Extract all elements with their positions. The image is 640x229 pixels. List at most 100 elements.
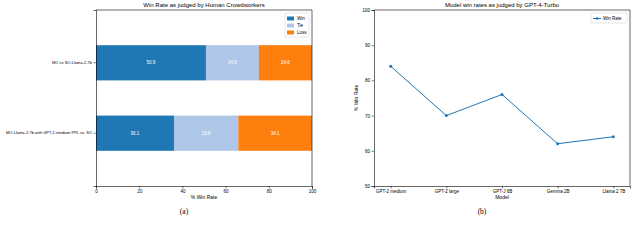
point bbox=[612, 135, 615, 138]
legend: WinTieLoss bbox=[285, 13, 309, 37]
tick-mark bbox=[391, 186, 392, 189]
tick-mark bbox=[613, 186, 614, 189]
tick-label: 40 bbox=[180, 189, 186, 194]
x-axis-title: % Win Rate bbox=[191, 194, 218, 200]
tick-label: Gemma 2B bbox=[547, 189, 570, 194]
x-axis: 0 20 40 60 80 100 bbox=[95, 186, 317, 194]
tick-label: 60 bbox=[224, 189, 230, 194]
legend-swatch bbox=[287, 24, 294, 28]
tick-mark bbox=[182, 186, 183, 189]
tick: MO vs SO-Llama-2-7b bbox=[52, 60, 96, 65]
tick: Llama 2 7B bbox=[602, 186, 625, 194]
tick: Gemma 2B bbox=[547, 186, 570, 194]
legend-marker bbox=[596, 17, 599, 20]
chart-b: GPT-2 medium GPT-2 large GPT-J 6B Gemma 2B L… bbox=[353, 2, 631, 216]
tick-mark bbox=[372, 186, 375, 187]
tick: MO-Llama-2-7b with GPT-2-medium PPL vs. … bbox=[6, 130, 96, 135]
data-label: 36.1 bbox=[131, 131, 140, 136]
tick-mark bbox=[372, 45, 375, 46]
tick-mark bbox=[446, 186, 447, 189]
legend-box bbox=[591, 13, 627, 23]
legend: Win Rate bbox=[591, 13, 627, 23]
axis-line bbox=[375, 187, 631, 189]
bars bbox=[96, 45, 312, 151]
bar bbox=[174, 116, 238, 151]
tick-mark bbox=[372, 10, 375, 11]
tick-mark bbox=[372, 116, 375, 117]
data-label: 50.9 bbox=[147, 60, 156, 65]
tick-label: GPT-2 large bbox=[435, 189, 460, 194]
tick-mark bbox=[558, 186, 559, 189]
x-axis: GPT-2 medium GPT-2 large GPT-J 6B Gemma 2B L… bbox=[375, 186, 631, 194]
data-labels: 50.924.524.636.129.834.1 bbox=[131, 60, 291, 135]
tick-mark bbox=[139, 186, 140, 189]
panel-label: (a) bbox=[180, 207, 189, 216]
point bbox=[501, 93, 504, 96]
point bbox=[445, 114, 448, 117]
tick: GPT-J 6B bbox=[493, 186, 513, 194]
panel-label: (b) bbox=[478, 207, 487, 216]
tick: 20 bbox=[137, 186, 143, 194]
tick: GPT-2 medium bbox=[376, 186, 407, 194]
tick-label: 80 bbox=[267, 189, 273, 194]
legend-label: Loss bbox=[297, 30, 307, 35]
line bbox=[391, 66, 614, 143]
bar bbox=[96, 45, 206, 80]
y-axis-title: % Win Rate bbox=[353, 85, 359, 112]
tick: 80 bbox=[267, 186, 273, 194]
tick-mark bbox=[269, 186, 270, 189]
bar bbox=[206, 45, 259, 80]
axis-line bbox=[97, 187, 313, 189]
figure: 50.924.524.636.129.834.1020406080100MO v… bbox=[0, 0, 640, 229]
data-label: 29.8 bbox=[202, 131, 211, 136]
legend-swatch bbox=[287, 31, 294, 35]
x-axis-title: Model bbox=[495, 194, 509, 200]
chart-title: Win Rate as judged by Human Crowdworkers bbox=[143, 2, 264, 8]
tick: 40 bbox=[180, 186, 186, 194]
tick-label: MO-Llama-2-7b with GPT-2-medium PPL vs. … bbox=[6, 130, 92, 135]
chart-title: Model win rates as judged by GPT-4-Turbo bbox=[445, 2, 560, 8]
tick-label: 100 bbox=[362, 8, 370, 13]
tick-label: 0 bbox=[95, 189, 98, 194]
tick: 0 bbox=[95, 186, 98, 194]
point bbox=[556, 142, 559, 145]
data-label: 24.6 bbox=[281, 60, 290, 65]
tick-mark bbox=[94, 62, 97, 63]
legend-swatch bbox=[287, 17, 294, 21]
point bbox=[389, 65, 392, 68]
tick: GPT-2 large bbox=[435, 186, 460, 194]
tick: 50 bbox=[365, 184, 374, 189]
tick-mark bbox=[94, 133, 97, 134]
tick-label: 20 bbox=[137, 189, 143, 194]
tick-label: GPT-2 medium bbox=[376, 189, 407, 194]
legend-box bbox=[285, 13, 309, 37]
frame bbox=[96, 10, 312, 11]
legend-label: Win Rate bbox=[603, 16, 622, 21]
frame bbox=[374, 10, 630, 11]
bar bbox=[238, 116, 312, 151]
y-axis: MO vs SO-Llama-2-7b MO-Llama-2-7b with GP… bbox=[6, 11, 97, 187]
tick-label: 70 bbox=[365, 114, 371, 119]
bar bbox=[259, 45, 312, 80]
tick: 60 bbox=[365, 149, 374, 154]
legend-label: Tie bbox=[297, 23, 304, 28]
tick-label: 60 bbox=[365, 149, 371, 154]
tick: 60 bbox=[224, 186, 230, 194]
frame bbox=[630, 10, 631, 186]
tick: 80 bbox=[365, 78, 374, 83]
tick-mark bbox=[312, 186, 313, 189]
tick: 70 bbox=[365, 114, 374, 119]
axis-line bbox=[372, 11, 375, 187]
tick: 100 bbox=[309, 186, 317, 194]
tick-label: MO vs SO-Llama-2-7b bbox=[52, 60, 93, 65]
background bbox=[0, 0, 640, 229]
y-axis: 5060708090100 bbox=[362, 8, 374, 189]
lines bbox=[389, 65, 615, 145]
tick-mark bbox=[372, 80, 375, 81]
data-label: 24.5 bbox=[228, 60, 237, 65]
tick-mark bbox=[372, 151, 375, 152]
tick-label: 50 bbox=[365, 184, 371, 189]
chart-a: 50.924.524.636.129.834.1020406080100MO v… bbox=[6, 2, 317, 216]
tick-mark bbox=[502, 186, 503, 189]
legend-swatch bbox=[593, 18, 601, 19]
